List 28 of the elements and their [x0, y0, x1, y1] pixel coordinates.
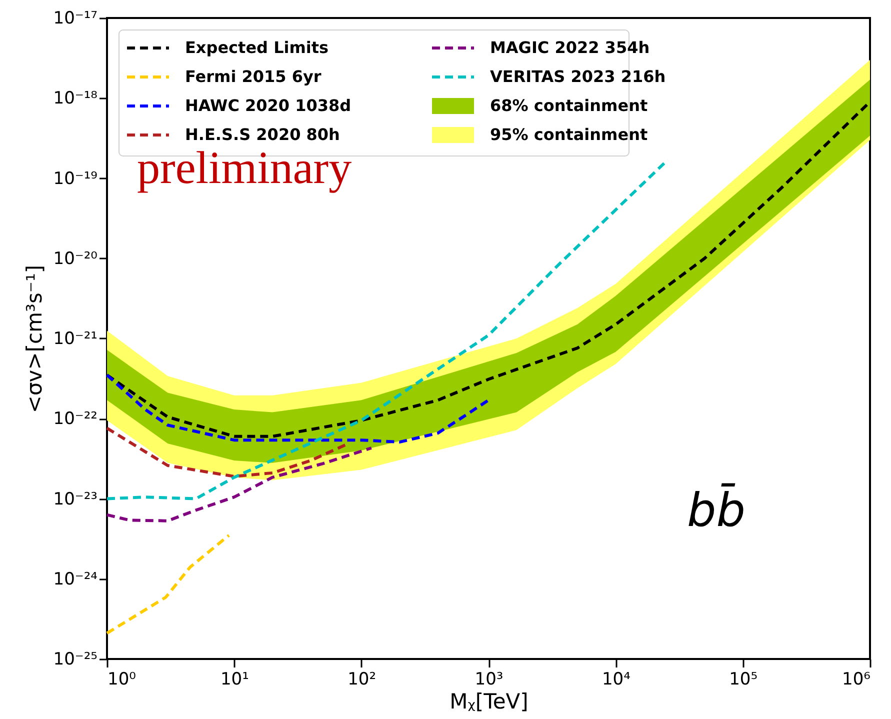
legend-label: Fermi 2015 6yr — [185, 67, 322, 86]
x-tick-label: 10⁶ — [842, 670, 871, 690]
y-tick-label: 10⁻²⁰ — [53, 248, 98, 269]
x-tick-label: 10¹ — [220, 670, 249, 690]
legend-label: VERITAS 2023 216h — [490, 67, 666, 86]
y-tick-label: 10⁻²¹ — [53, 329, 98, 349]
legend-label: HAWC 2020 1038d — [185, 96, 352, 115]
x-tick-label: 10⁵ — [729, 670, 758, 690]
annotation: preliminary — [137, 142, 352, 193]
y-tick-label: 10⁻²⁵ — [53, 650, 98, 670]
y-tick-label: 10⁻¹⁷ — [53, 8, 98, 28]
legend-label: H.E.S.S 2020 80h — [185, 125, 340, 144]
annotation: bb̄ — [687, 482, 746, 537]
y-tick-label: 10⁻¹⁸ — [53, 88, 98, 109]
y-axis-title: <σv>[cm³s⁻¹] — [22, 264, 46, 414]
legend-label: 68% containment — [490, 96, 648, 115]
legend-label: 95% containment — [490, 125, 648, 144]
x-tick-label: 10⁴ — [602, 670, 631, 690]
x-tick-label: 10³ — [474, 670, 504, 690]
x-tick-label: 10² — [348, 670, 376, 690]
legend-label: MAGIC 2022 354h — [490, 38, 650, 57]
y-tick-label: 10⁻²⁴ — [53, 569, 98, 590]
x-tick-label: 10⁰ — [108, 670, 136, 690]
x-axis-title: Mᵪ[TeV] — [450, 690, 528, 714]
y-tick-label: 10⁻²² — [53, 409, 98, 430]
y-tick-label: 10⁻²³ — [53, 489, 98, 510]
legend-label: Expected Limits — [185, 38, 329, 57]
y-tick-label: 10⁻¹⁹ — [53, 168, 98, 189]
